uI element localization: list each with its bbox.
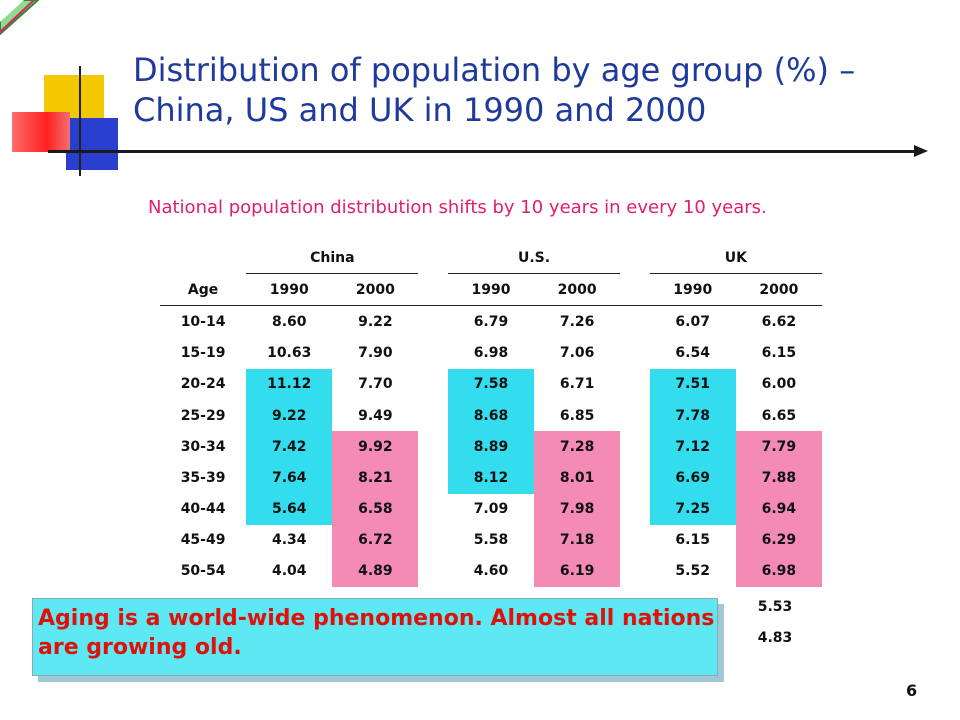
value-cell-highlight: 6.29	[735, 524, 822, 556]
value-cell: 4.83	[757, 630, 793, 647]
value-cell: 6.07	[675, 313, 710, 330]
callout-text: Aging is a world-wide phenomenon. Almost…	[38, 606, 715, 660]
value-cell: 6.15	[761, 345, 797, 362]
year-header: 1990	[649, 273, 736, 307]
value-cell: 6.62	[761, 313, 797, 330]
age-cell: 20-24	[180, 376, 226, 393]
group-china: China	[246, 242, 419, 275]
age-cell: 40-44	[180, 501, 226, 518]
value-cell-highlight: 7.98	[534, 493, 621, 525]
value-cell: 10.63	[267, 345, 312, 362]
slide-subtitle: National population distribution shifts …	[148, 197, 767, 218]
table-row: 35-39 7.64 8.21 8.12 8.01 6.69 7.88	[160, 462, 822, 494]
table-row: 40-44 5.64 6.58 7.09 7.98 7.25 6.94	[160, 493, 822, 525]
value-cell: 5.53	[757, 599, 793, 615]
value-cell: 8.60	[271, 313, 307, 330]
value-cell: 7.09	[473, 501, 509, 518]
value-cell-highlight: 7.64	[246, 462, 333, 494]
value-cell: 6.54	[675, 345, 710, 362]
age-cell: 10-14	[180, 313, 226, 330]
value-cell: 4.60	[473, 563, 509, 580]
value-cell-highlight: 8.68	[447, 399, 535, 432]
age-cell: 25-29	[180, 407, 226, 424]
age-cell: 50-54	[180, 563, 226, 580]
value-cell-highlight: 7.18	[534, 524, 621, 556]
value-cell-highlight: 9.92	[332, 431, 419, 463]
value-cell-highlight: 8.21	[332, 462, 419, 494]
value-cell-highlight: 7.51	[649, 368, 736, 400]
table-row: 45-49 4.34 6.72 5.58 7.18 6.15 6.29	[160, 524, 822, 556]
table-row: 25-29 9.22 9.49 8.68 6.85 7.78 6.65	[160, 399, 822, 432]
year-header: 2000	[332, 273, 419, 307]
value-cell: 6.85	[559, 407, 595, 424]
value-cell: 7.70	[358, 376, 393, 393]
value-cell: 6.00	[761, 376, 797, 393]
value-cell: 7.90	[358, 345, 393, 362]
age-cell: 15-19	[180, 345, 226, 362]
value-cell: 6.71	[559, 376, 595, 393]
value-cell-highlight: 6.58	[332, 493, 419, 525]
population-table: China U.S. UK Age 1990 2000 1990 2000 19…	[160, 242, 822, 588]
value-cell-highlight: 6.98	[735, 555, 822, 588]
value-cell: 9.49	[358, 407, 393, 424]
corner-triangle-icon	[0, 0, 40, 36]
slide-title: Distribution of population by age group …	[133, 51, 856, 129]
callout-box	[32, 598, 718, 676]
value-cell: 4.04	[271, 563, 307, 580]
value-cell-highlight: 7.78	[649, 399, 736, 432]
value-cell: 6.79	[473, 313, 509, 330]
year-header: 1990	[246, 273, 333, 307]
value-cell-highlight: 7.79	[735, 431, 822, 463]
year-header: 1990	[447, 273, 535, 307]
arrow-head-icon	[914, 145, 928, 157]
age-cell: 30-34	[180, 438, 226, 455]
value-cell-highlight: 5.64	[246, 493, 333, 525]
value-cell-highlight: 6.94	[735, 493, 822, 525]
value-cell-highlight: 8.01	[534, 462, 621, 494]
value-cell: 9.22	[358, 313, 393, 330]
value-cell-highlight: 6.72	[332, 524, 419, 556]
age-cell: 35-39	[180, 469, 226, 486]
title-underline	[48, 150, 918, 153]
value-cell-highlight: 7.88	[735, 462, 822, 494]
table-row: 50-54 4.04 4.89 4.60 6.19 5.52 6.98	[160, 555, 822, 588]
group-us: U.S.	[447, 242, 621, 275]
value-cell: 7.06	[559, 345, 595, 362]
page-number: 6	[906, 681, 918, 700]
group-uk: UK	[649, 242, 822, 275]
value-cell-highlight: 7.12	[649, 431, 736, 463]
decor-red-bar	[12, 112, 70, 152]
table-row: 15-19 10.63 7.90 6.98 7.06 6.54 6.15	[160, 338, 822, 369]
value-cell-highlight: 4.89	[332, 555, 419, 588]
value-cell: 6.98	[473, 345, 509, 362]
age-cell: 45-49	[180, 532, 226, 549]
partial-rows: 5.53 4.83	[730, 592, 820, 654]
value-cell: 6.15	[675, 532, 710, 549]
table-row: 20-24 11.12 7.70 7.58 6.71 7.51 6.00	[160, 368, 822, 400]
value-cell-highlight: 8.89	[447, 431, 535, 463]
value-cell-highlight: 9.22	[246, 399, 333, 432]
group-header-row: China U.S. UK	[160, 242, 822, 275]
year-header: 2000	[735, 273, 822, 307]
year-header-row: Age 1990 2000 1990 2000 1990 2000	[160, 273, 822, 307]
value-cell-highlight: 7.25	[649, 493, 736, 525]
age-header: Age	[160, 273, 247, 307]
value-cell-highlight: 6.69	[649, 462, 736, 494]
value-cell: 7.26	[559, 313, 595, 330]
value-cell: 6.65	[761, 407, 797, 424]
value-cell: 5.58	[473, 532, 509, 549]
value-cell-highlight: 7.58	[447, 368, 535, 400]
decor-vertical-line	[79, 66, 81, 176]
value-cell-highlight: 7.42	[246, 431, 333, 463]
value-cell-highlight: 11.12	[246, 368, 333, 400]
value-cell-highlight: 8.12	[447, 462, 535, 494]
value-cell: 5.52	[675, 563, 710, 580]
decor-blue-square	[66, 118, 118, 170]
value-cell-highlight: 7.28	[534, 431, 621, 463]
value-cell: 4.34	[271, 532, 307, 549]
table-row: 30-34 7.42 9.92 8.89 7.28 7.12 7.79	[160, 431, 822, 463]
year-header: 2000	[534, 273, 621, 307]
table-row: 10-14 8.60 9.22 6.79 7.26 6.07 6.62	[160, 306, 822, 338]
value-cell-highlight: 6.19	[534, 555, 621, 588]
